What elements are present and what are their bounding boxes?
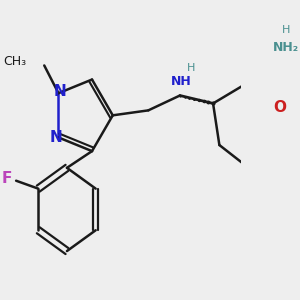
Text: O: O	[273, 100, 286, 115]
Text: H: H	[281, 25, 290, 35]
Text: F: F	[2, 171, 12, 186]
Text: NH₂: NH₂	[273, 41, 299, 55]
Text: N: N	[54, 84, 66, 99]
Text: NH: NH	[171, 75, 192, 88]
Text: H: H	[187, 63, 195, 73]
Text: CH₃: CH₃	[4, 55, 27, 68]
Text: N: N	[50, 130, 62, 145]
